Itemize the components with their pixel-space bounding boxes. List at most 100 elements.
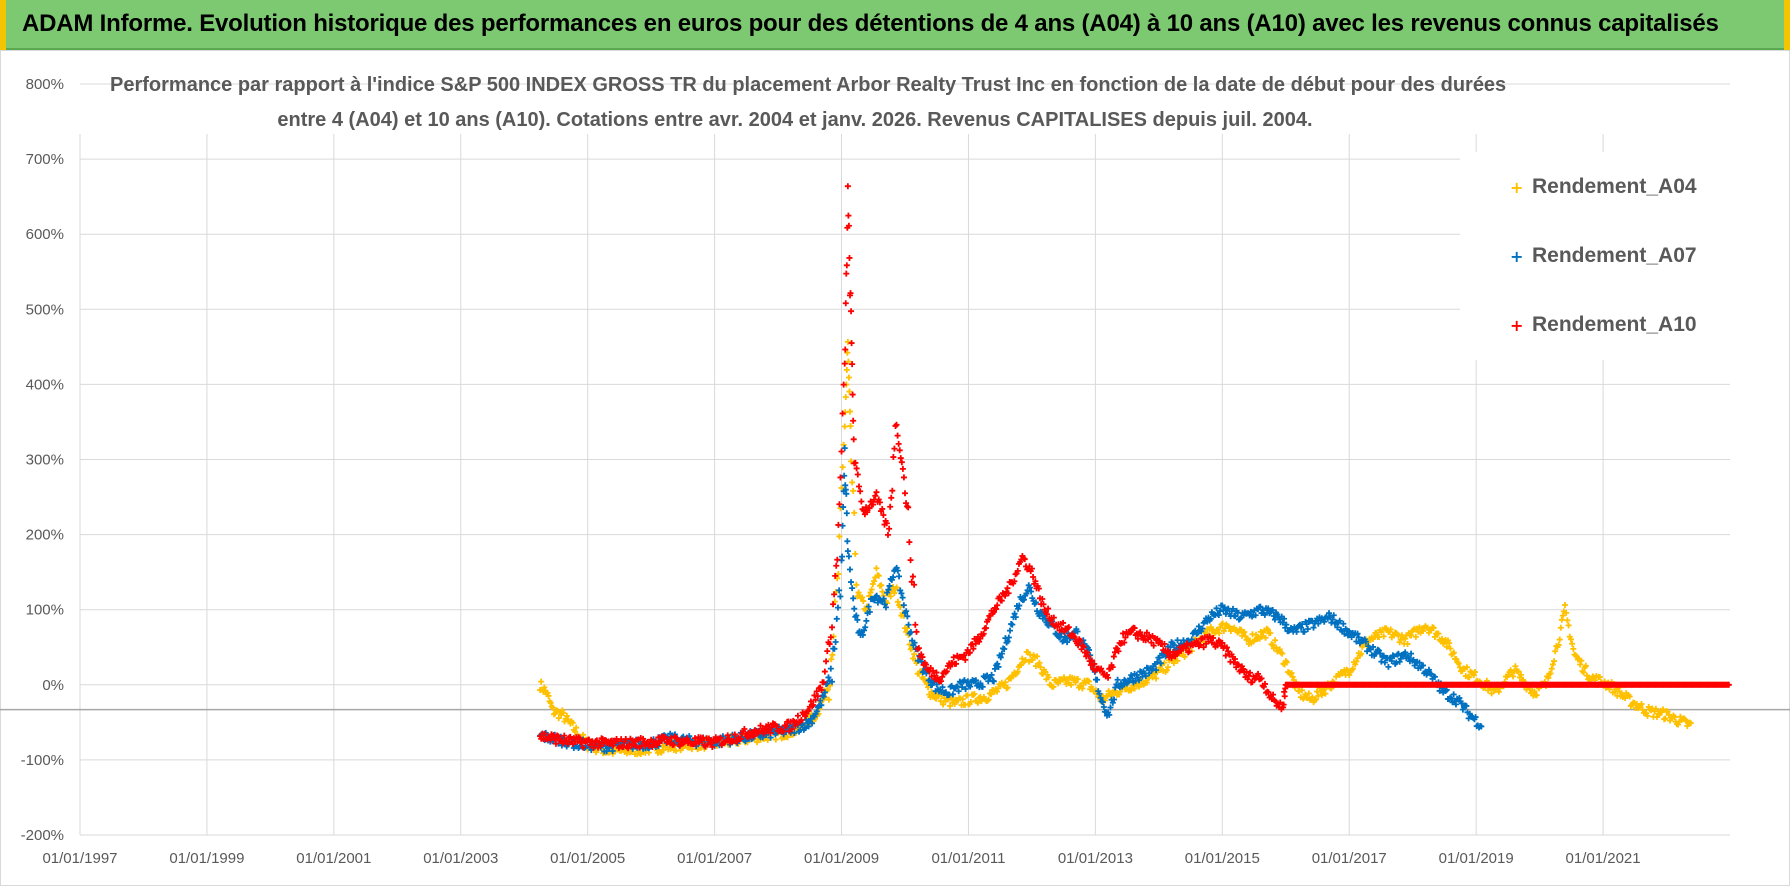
data-point: [1470, 672, 1477, 679]
data-point: [988, 691, 995, 698]
data-point: [1099, 668, 1106, 675]
data-point: [1045, 674, 1052, 681]
data-point: [843, 366, 850, 373]
data-point: [555, 715, 562, 722]
data-point: [614, 738, 621, 745]
data-point: [1639, 706, 1646, 713]
data-point: [890, 454, 897, 461]
data-point: [1178, 647, 1185, 654]
data-point: [1072, 679, 1079, 686]
data-point: [1004, 585, 1011, 592]
data-point: [825, 674, 832, 681]
data-point: [1235, 661, 1242, 668]
data-point: [596, 739, 603, 746]
data-point: [1265, 689, 1272, 696]
data-point: [1032, 599, 1039, 606]
x-tick-label: 01/01/2019: [1439, 850, 1514, 867]
data-point: [849, 391, 856, 398]
data-point: [841, 360, 848, 367]
data-point: [1012, 614, 1019, 621]
data-point: [939, 673, 946, 680]
data-point: [1028, 565, 1035, 572]
data-point: [814, 693, 821, 700]
data-point: [1015, 605, 1022, 612]
data-point: [1091, 660, 1098, 667]
data-point: [1562, 602, 1568, 609]
data-point: [1466, 710, 1473, 717]
data-point: [1309, 694, 1316, 701]
data-point: [943, 668, 950, 675]
data-point: [1425, 666, 1432, 673]
data-point: [871, 597, 878, 604]
data-point: [662, 734, 669, 741]
legend-item-a10: + Rendement_A10: [1510, 310, 1697, 340]
data-point: [1279, 619, 1286, 626]
data-point: [1036, 659, 1043, 666]
data-point: [1577, 661, 1584, 668]
data-point: [827, 634, 834, 641]
data-point: [1652, 705, 1659, 712]
data-point: [1034, 653, 1041, 660]
data-point: [891, 590, 898, 597]
data-point: [906, 539, 913, 546]
data-point: [1146, 670, 1153, 677]
data-point: [1097, 694, 1104, 701]
data-point: [1330, 612, 1337, 619]
data-point: [1011, 578, 1018, 585]
data-point: [874, 599, 881, 606]
data-point: [1045, 605, 1052, 612]
data-point: [1153, 667, 1160, 674]
data-point: [1230, 659, 1237, 666]
data-point: [1114, 676, 1121, 683]
data-point: [818, 686, 825, 693]
data-point: [851, 605, 858, 612]
legend-label-a07: Rendement_A07: [1532, 244, 1697, 267]
data-point: [985, 616, 992, 623]
data-point: [848, 458, 855, 465]
data-point: [1197, 641, 1204, 648]
data-point: [1270, 613, 1277, 620]
data-point: [972, 677, 979, 684]
data-point: [893, 584, 900, 591]
data-point: [998, 597, 1005, 604]
data-point: [1431, 673, 1438, 680]
data-point: [1567, 636, 1574, 643]
data-point: [839, 553, 846, 560]
data-point: [845, 212, 852, 219]
data-point: [835, 571, 842, 578]
data-point: [820, 679, 827, 686]
data-point: [884, 531, 891, 538]
data-point: [832, 572, 839, 579]
data-point: [980, 630, 987, 637]
data-point: [1420, 628, 1426, 635]
data-point: [844, 338, 851, 345]
data-point: [899, 594, 906, 601]
data-point: [988, 671, 995, 678]
data-point: [879, 588, 886, 595]
data-point: [843, 510, 850, 517]
data-point: [657, 737, 664, 744]
data-point: [1396, 658, 1403, 665]
data-point: [1174, 657, 1181, 664]
chart-title-line1: Performance par rapport à l'indice S&P 5…: [110, 74, 1507, 96]
data-point: [1272, 637, 1279, 644]
data-point: [1533, 692, 1540, 699]
data-point: [704, 741, 711, 748]
data-point: [1391, 653, 1398, 660]
data-point: [1302, 691, 1309, 698]
data-point: [845, 222, 852, 229]
data-point: [1163, 667, 1170, 674]
data-point: [1270, 691, 1277, 698]
data-point: [1298, 687, 1305, 694]
data-point: [742, 738, 749, 745]
data-point: [845, 553, 852, 560]
data-point: [1283, 621, 1290, 628]
data-point: [807, 698, 814, 705]
data-point: [977, 635, 984, 642]
data-point: [896, 573, 903, 580]
data-point: [898, 459, 905, 466]
data-point: [765, 721, 772, 728]
data-point: [994, 660, 1001, 667]
data-point: [866, 608, 873, 615]
